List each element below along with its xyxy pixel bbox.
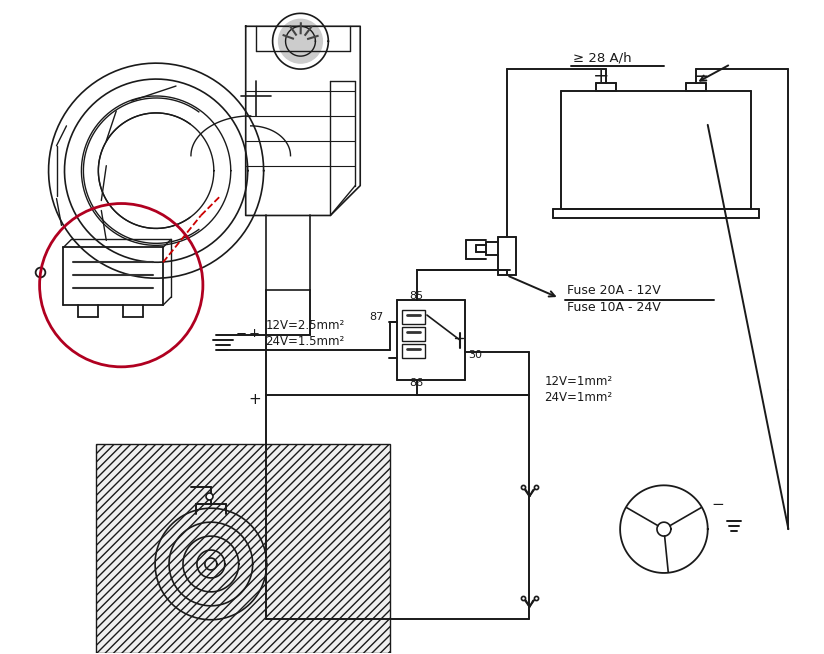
- Bar: [402, 310, 425, 324]
- Text: 30: 30: [468, 350, 482, 360]
- Text: 86: 86: [409, 378, 424, 388]
- Text: −: −: [693, 67, 709, 86]
- Text: 85: 85: [409, 291, 424, 301]
- Text: −: −: [236, 328, 247, 341]
- Circle shape: [279, 20, 322, 63]
- Text: ≥ 28 A/h: ≥ 28 A/h: [574, 52, 632, 65]
- Text: +: +: [249, 392, 261, 407]
- Bar: [402, 344, 425, 358]
- Text: 12V=1mm²: 12V=1mm²: [545, 375, 612, 388]
- Text: Fuse 20A - 12V: Fuse 20A - 12V: [568, 284, 661, 297]
- Text: 12V=2.5mm²: 12V=2.5mm²: [265, 318, 345, 332]
- Text: 24V=1mm²: 24V=1mm²: [545, 391, 612, 404]
- Text: +: +: [593, 67, 610, 86]
- Text: 87: 87: [369, 312, 383, 322]
- Polygon shape: [96, 445, 390, 653]
- Text: Fuse 10A - 24V: Fuse 10A - 24V: [568, 301, 661, 313]
- Text: +: +: [249, 328, 260, 341]
- Bar: [402, 327, 425, 341]
- Text: 24V=1.5mm²: 24V=1.5mm²: [265, 336, 345, 349]
- Text: −: −: [712, 497, 724, 511]
